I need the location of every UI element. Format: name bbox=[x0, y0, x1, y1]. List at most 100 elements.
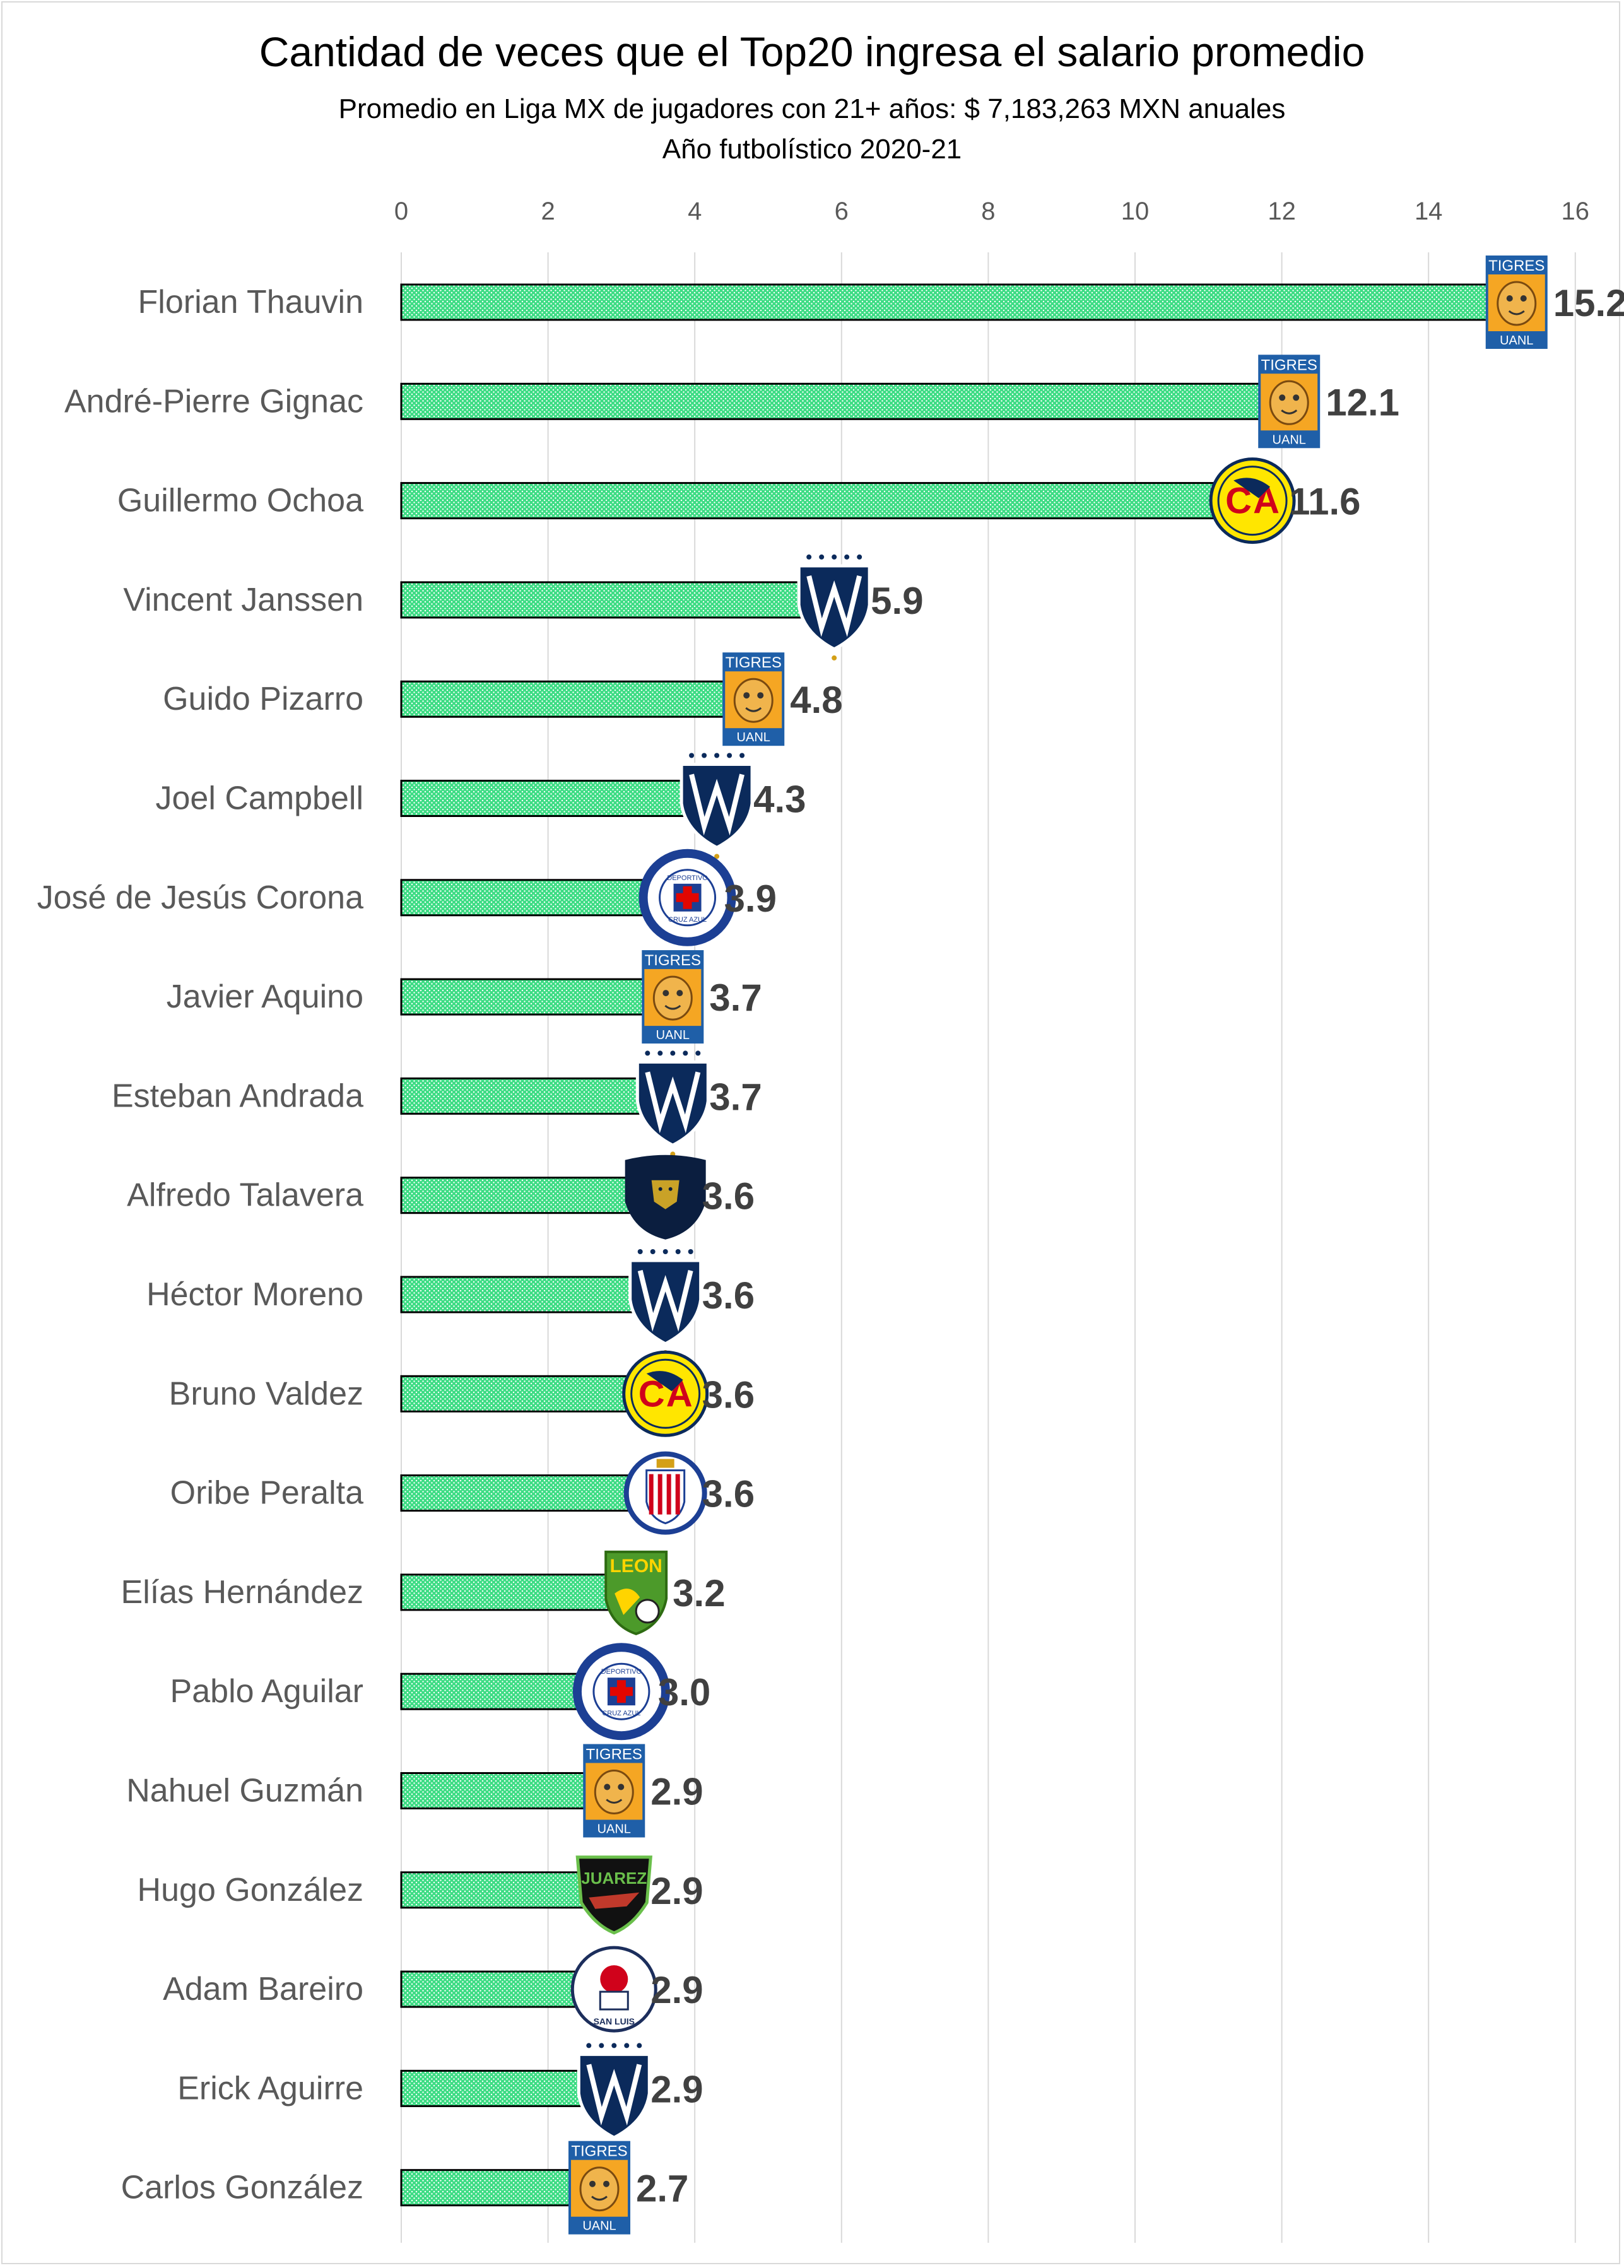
bar bbox=[400, 1077, 674, 1115]
svg-text:TIGRES: TIGRES bbox=[1261, 356, 1317, 373]
x-tick-label: 8 bbox=[981, 197, 995, 225]
x-tick-label: 16 bbox=[1562, 197, 1590, 225]
bar bbox=[400, 1474, 667, 1512]
tigres-logo: TIGRES UANL bbox=[583, 1744, 645, 1838]
tigres-logo: TIGRES UANL bbox=[1485, 256, 1548, 349]
svg-text:SAN LUIS: SAN LUIS bbox=[594, 2016, 635, 2026]
data-label: 3.7 bbox=[709, 977, 762, 1019]
tigres-logo: TIGRES UANL bbox=[568, 2141, 631, 2235]
data-label: 3.6 bbox=[702, 1274, 755, 1317]
leon-logo: LEON bbox=[604, 1550, 668, 1636]
bar-row: Hugo González JUAREZ 2.9 bbox=[138, 1855, 703, 1935]
bar-row: José de Jesús Corona DEPORTIVO CRUZ AZUL 3.… bbox=[37, 849, 777, 946]
bar-row: Pablo Aguilar DEPORTIVO CRUZ AZUL 3.0 bbox=[170, 1643, 710, 1741]
data-label: 2.9 bbox=[650, 2068, 703, 2110]
data-label: 11.6 bbox=[1289, 481, 1360, 523]
category-label: Joel Campbell bbox=[156, 780, 364, 817]
svg-text:DEPORTIVO: DEPORTIVO bbox=[667, 874, 708, 882]
tigres-logo: TIGRES UANL bbox=[1258, 355, 1321, 449]
category-label: Adam Bareiro bbox=[163, 1971, 363, 2007]
data-label: 2.9 bbox=[650, 1870, 703, 1912]
bar bbox=[400, 283, 1518, 321]
svg-text:TIGRES: TIGRES bbox=[586, 1746, 642, 1763]
bar bbox=[400, 680, 755, 718]
svg-text:UANL: UANL bbox=[1273, 433, 1306, 447]
tigres-logo: TIGRES UANL bbox=[642, 950, 704, 1044]
bar bbox=[400, 780, 718, 817]
category-label: Nahuel Guzmán bbox=[126, 1773, 363, 1809]
bar-row: Adam Bareiro SAN LUIS 2.9 bbox=[163, 1946, 703, 2033]
atletico-san-luis-logo: SAN LUIS bbox=[570, 1946, 657, 2033]
svg-text:DEPORTIVO: DEPORTIVO bbox=[601, 1668, 642, 1676]
bar-row: Alfredo Talavera 3.6 bbox=[127, 1155, 755, 1240]
data-label: 3.6 bbox=[702, 1175, 755, 1218]
svg-text:UANL: UANL bbox=[1500, 334, 1533, 348]
monterrey-logo bbox=[628, 1249, 703, 1355]
cruz-azul-logo: DEPORTIVO CRUZ AZUL bbox=[572, 1643, 670, 1741]
category-label: Hugo González bbox=[138, 1872, 363, 1908]
data-label: 2.7 bbox=[636, 2168, 688, 2210]
data-label: 3.2 bbox=[673, 1572, 725, 1614]
chart-subtitle: Promedio en Liga MX de jugadores con 21+… bbox=[338, 93, 1286, 124]
data-label: 15.2 bbox=[1553, 282, 1624, 324]
category-label: Guido Pizarro bbox=[163, 681, 363, 717]
svg-text:TIGRES: TIGRES bbox=[1488, 257, 1545, 274]
bar-row: Oribe Peralta 3.6 bbox=[170, 1451, 755, 1535]
category-label: Alfredo Talavera bbox=[127, 1177, 363, 1214]
pumas-logo bbox=[625, 1155, 706, 1240]
bar-row: Guido Pizarro TIGRES UANL 4.8 bbox=[163, 652, 843, 746]
category-label: Javier Aquino bbox=[167, 978, 363, 1015]
data-label: 3.9 bbox=[724, 878, 777, 920]
data-label: 2.9 bbox=[650, 1969, 703, 2011]
bar-row: Elías Hernández LEON 3.2 bbox=[121, 1550, 726, 1636]
data-label: 3.6 bbox=[702, 1473, 755, 1515]
svg-text:LEON: LEON bbox=[609, 1556, 662, 1577]
svg-text:TIGRES: TIGRES bbox=[726, 654, 782, 671]
bar bbox=[400, 1177, 667, 1214]
data-label: 3.7 bbox=[709, 1076, 762, 1118]
bar-row: Carlos González TIGRES UANL 2.7 bbox=[121, 2141, 688, 2235]
cruz-azul-logo: DEPORTIVO CRUZ AZUL bbox=[638, 849, 736, 946]
svg-text:TIGRES: TIGRES bbox=[645, 952, 701, 969]
svg-text:CRUZ AZUL: CRUZ AZUL bbox=[668, 916, 707, 924]
category-label: Elías Hernández bbox=[121, 1574, 363, 1611]
monterrey-logo bbox=[635, 1050, 710, 1157]
svg-text:UANL: UANL bbox=[597, 1823, 631, 1836]
x-tick-label: 14 bbox=[1415, 197, 1443, 225]
bar bbox=[400, 382, 1290, 420]
x-tick-label: 2 bbox=[541, 197, 555, 225]
data-label: 4.8 bbox=[790, 679, 842, 721]
tigres-logo: TIGRES UANL bbox=[722, 652, 785, 746]
bar bbox=[400, 1573, 637, 1611]
bar-row: Joel Campbell 4.3 bbox=[156, 753, 806, 859]
bar bbox=[400, 1375, 667, 1413]
category-label: Erick Aguirre bbox=[177, 2070, 363, 2106]
category-label: Esteban Andrada bbox=[112, 1078, 363, 1114]
bar bbox=[400, 581, 835, 619]
bar bbox=[400, 482, 1254, 520]
bar bbox=[400, 978, 674, 1016]
chivas-logo bbox=[623, 1451, 707, 1535]
data-label: 4.3 bbox=[753, 779, 806, 821]
bar-row: Esteban Andrada 3.7 bbox=[112, 1050, 762, 1157]
bar-row: André-Pierre Gignac TIGRES UANL 12.1 bbox=[64, 355, 1399, 449]
bar-row: Bruno Valdez C A 3.6 bbox=[169, 1350, 755, 1437]
bar bbox=[400, 1772, 615, 1809]
data-label: 5.9 bbox=[871, 580, 923, 622]
chart-subtitle-season: Año futbolístico 2020-21 bbox=[662, 134, 962, 165]
category-label: José de Jesús Corona bbox=[37, 879, 363, 916]
bar-row: Javier Aquino TIGRES UANL 3.7 bbox=[167, 950, 762, 1044]
bar-row: Florian Thauvin TIGRES UANL 15.2 bbox=[138, 256, 1624, 349]
chart-title: Cantidad de veces que el Top20 ingresa e… bbox=[259, 28, 1365, 75]
bar bbox=[400, 1276, 667, 1313]
data-label: 3.0 bbox=[658, 1671, 710, 1713]
svg-text:UANL: UANL bbox=[656, 1028, 690, 1042]
juarez-logo: JUAREZ bbox=[575, 1855, 652, 1935]
x-tick-label: 12 bbox=[1268, 197, 1296, 225]
svg-text:UANL: UANL bbox=[737, 731, 770, 744]
data-label: 12.1 bbox=[1326, 381, 1399, 423]
